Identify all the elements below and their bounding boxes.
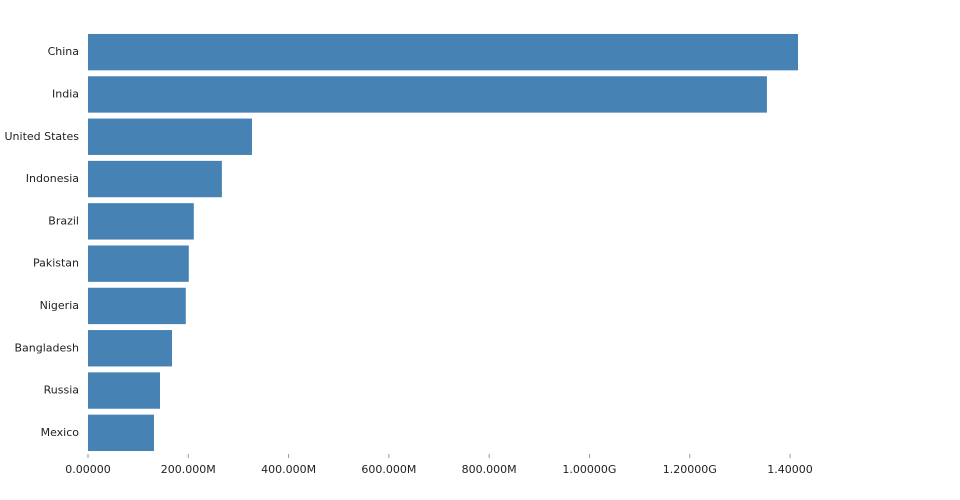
y-tick-label: Russia <box>44 384 79 397</box>
bar <box>88 76 767 113</box>
y-tick-label: Indonesia <box>26 172 79 185</box>
x-tick-label: 1.20000G <box>663 463 717 476</box>
bar <box>88 245 189 282</box>
y-tick-label: Brazil <box>48 214 79 227</box>
x-tick-label: 800.000M <box>462 463 517 476</box>
y-tick-label: India <box>52 87 79 100</box>
y-tick-label: China <box>48 45 79 58</box>
bar <box>88 330 172 367</box>
bar <box>88 372 161 409</box>
x-tick-label: 0.00000 <box>65 463 111 476</box>
y-tick-label: Pakistan <box>33 257 79 270</box>
bar <box>88 118 252 155</box>
bar <box>88 203 194 240</box>
x-tick-label: 600.000M <box>361 463 416 476</box>
x-tick-label: 1.00000G <box>562 463 616 476</box>
bar <box>88 287 186 325</box>
x-tick-label: 200.000M <box>161 463 216 476</box>
bar <box>88 414 154 452</box>
y-tick-label: United States <box>5 130 80 143</box>
bar <box>88 33 799 71</box>
y-tick-label: Nigeria <box>40 299 79 312</box>
x-tick-label: 400.000M <box>261 463 316 476</box>
bar <box>88 160 222 198</box>
y-tick-label: Mexico <box>41 426 80 439</box>
y-tick-label: Bangladesh <box>15 341 80 354</box>
x-tick-label: 1.40000 <box>767 463 813 476</box>
